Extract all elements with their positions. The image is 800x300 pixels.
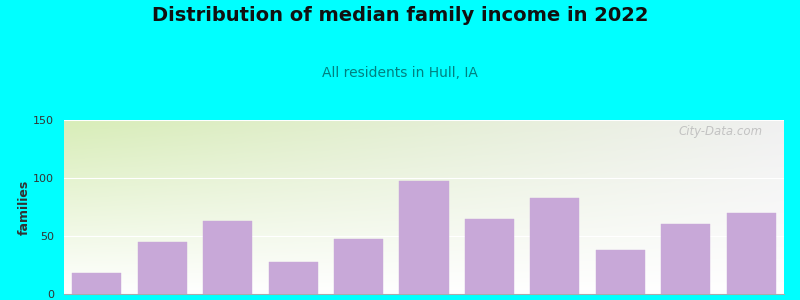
Y-axis label: families: families (18, 179, 30, 235)
Bar (72, 273, 122, 294)
Bar (662, 224, 710, 294)
Text: Distribution of median family income in 2022: Distribution of median family income in … (152, 6, 648, 25)
Bar (138, 242, 186, 294)
Bar (399, 182, 449, 294)
Text: City-Data.com: City-Data.com (678, 125, 762, 138)
Bar (530, 198, 579, 294)
Text: All residents in Hull, IA: All residents in Hull, IA (322, 66, 478, 80)
Bar (465, 219, 514, 294)
Bar (269, 262, 318, 294)
Bar (334, 239, 383, 294)
Bar (726, 213, 776, 294)
Bar (596, 250, 645, 294)
Bar (203, 221, 252, 294)
